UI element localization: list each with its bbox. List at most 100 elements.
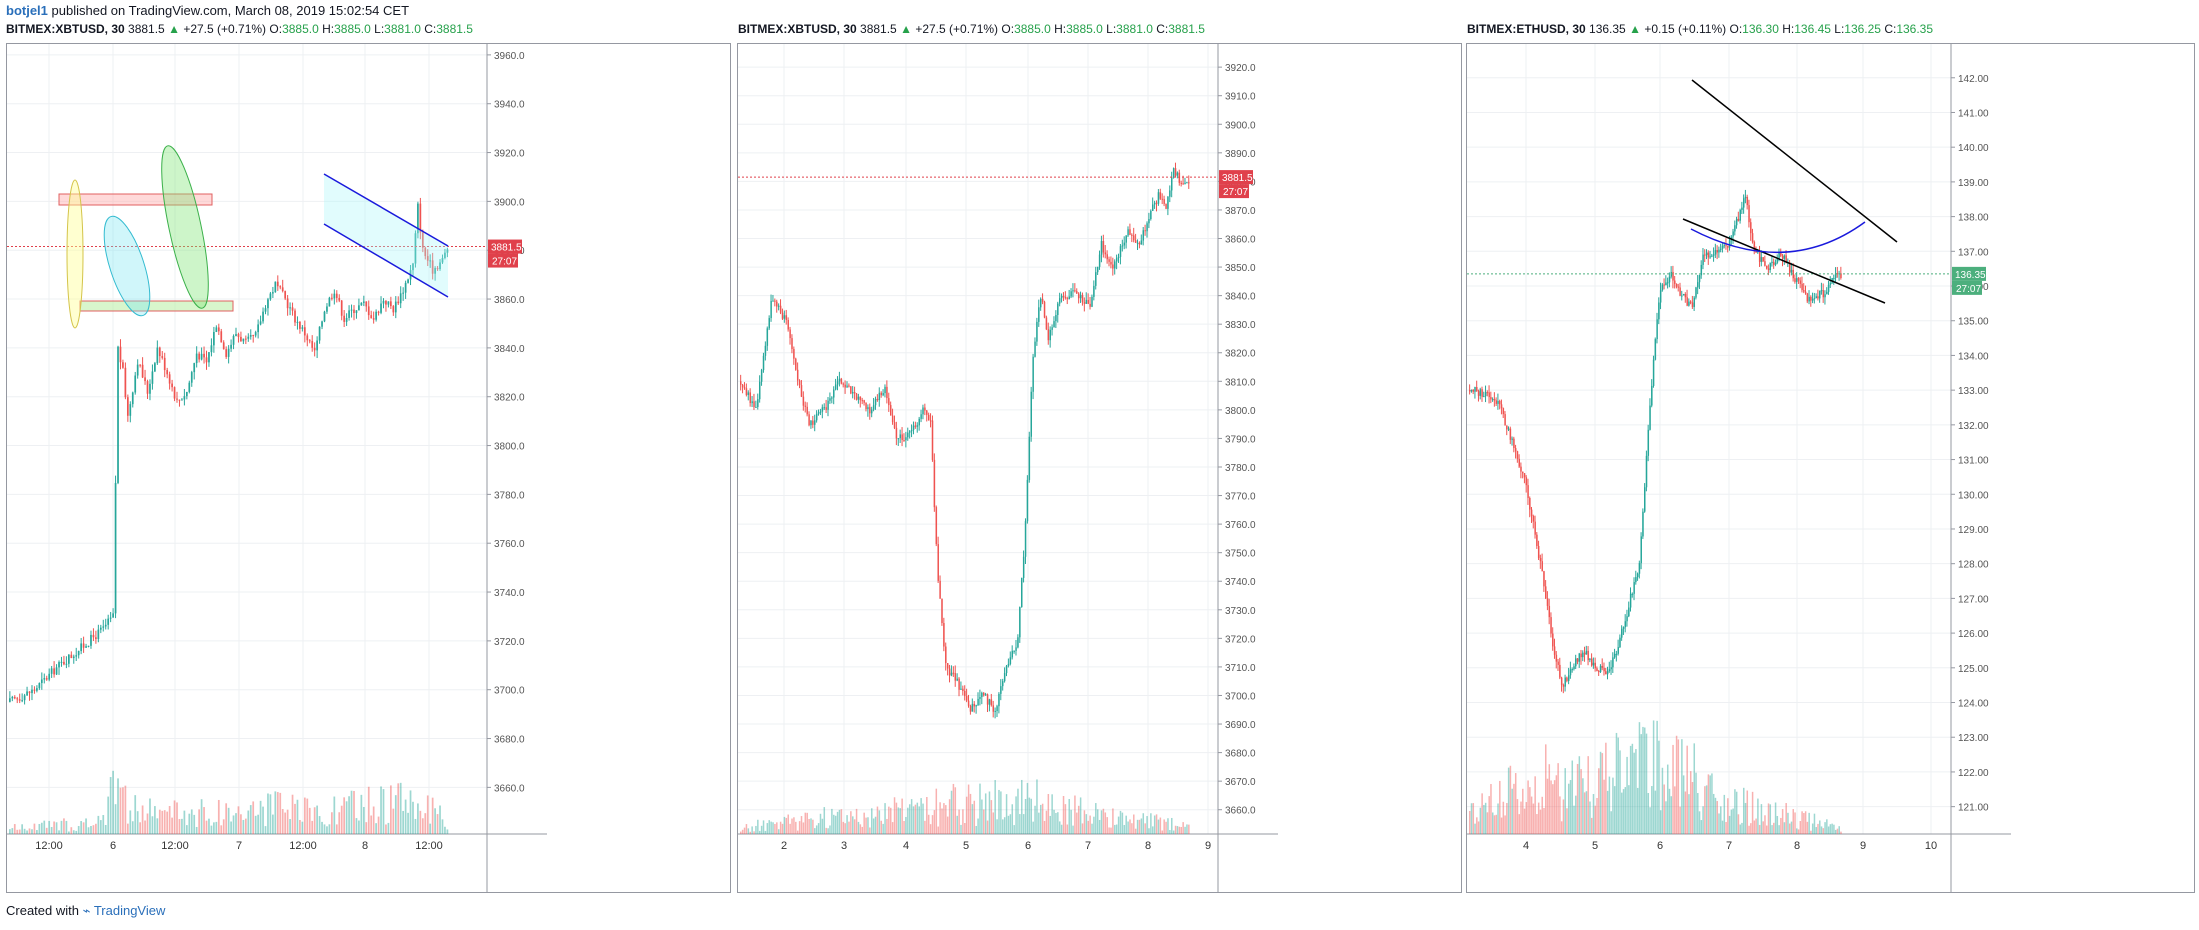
candle-body — [793, 349, 795, 359]
volume-bar — [897, 807, 900, 834]
trendline-upper — [1691, 79, 1898, 243]
volume-bar — [751, 826, 753, 834]
symbol-label[interactable]: BITMEX:XBTUSD, 30 — [6, 22, 125, 36]
volume-bar — [1751, 791, 1754, 834]
candle-body — [1534, 521, 1536, 535]
chart-area[interactable]: 3920.03910.03900.03890.03880.03870.03860… — [737, 43, 1462, 893]
candle-body — [72, 656, 75, 659]
volume-bar — [1110, 827, 1112, 834]
chart-svg[interactable]: 3920.03910.03900.03890.03880.03870.03860… — [738, 44, 1461, 892]
candle-body — [313, 347, 316, 351]
candle-body — [281, 287, 284, 292]
candle-body — [1659, 290, 1662, 303]
volume-bar — [247, 810, 250, 834]
candle-body — [1612, 657, 1614, 668]
candle-body — [1566, 677, 1568, 681]
candle-body — [338, 297, 341, 301]
volume-bar — [1497, 803, 1499, 834]
volume-bar — [350, 790, 353, 834]
channel-fill — [324, 174, 448, 297]
volume-bar — [882, 823, 884, 834]
x-tick-label: 5 — [1592, 840, 1598, 852]
volume-bar — [1576, 763, 1579, 834]
candle-body — [99, 627, 102, 630]
volume-bar — [181, 818, 183, 834]
candle-body — [918, 418, 920, 426]
volume-bar — [1658, 740, 1660, 834]
y-tick-label: 3760.0 — [1225, 520, 1256, 531]
candle-body — [1758, 250, 1761, 262]
x-tick-label: 12:00 — [289, 840, 317, 852]
volume-bar — [1557, 763, 1559, 834]
candle-body — [1114, 261, 1116, 269]
volume-bar — [173, 800, 176, 834]
y-tick-label: 3770.0 — [1225, 492, 1256, 503]
candle-body — [146, 381, 149, 394]
candle-body — [279, 286, 282, 288]
volume-bar — [424, 813, 427, 834]
tradingview-link[interactable]: TradingView — [93, 903, 166, 918]
candle-body — [254, 332, 257, 336]
low-label: L: — [1106, 22, 1117, 36]
volume-bar — [789, 823, 791, 834]
candle-body — [232, 335, 235, 345]
symbol-label[interactable]: BITMEX:XBTUSD, 30 — [738, 22, 857, 36]
volume-bar — [855, 808, 858, 834]
candle-body — [1804, 291, 1807, 294]
y-tick-label: 135.00 — [1958, 317, 1989, 328]
author-link[interactable]: botjel1 — [6, 3, 48, 18]
candle-body — [1514, 448, 1517, 452]
volume-bar — [969, 793, 972, 834]
volume-bar — [1824, 822, 1826, 834]
volume-bar — [404, 799, 407, 834]
grid-lines — [1467, 44, 1951, 834]
volume-bar — [1180, 826, 1183, 834]
volume-bar — [87, 827, 90, 834]
volume-bar — [1783, 822, 1786, 834]
y-tick-label: 3660.0 — [494, 783, 525, 794]
candle-body — [1536, 534, 1538, 546]
candle-body — [878, 392, 881, 401]
chart-area[interactable]: 142.00 141.00 140.00 139.00 138.00 137.00 136.… — [1466, 43, 2195, 893]
volume-bar — [872, 818, 875, 834]
volume-bar — [323, 824, 326, 834]
volume-bar — [1087, 820, 1089, 834]
volume-bar — [1601, 753, 1604, 834]
volume-bar — [294, 803, 296, 834]
chart-svg[interactable]: 142.00 141.00 140.00 139.00 138.00 137.00 136.… — [1467, 44, 2194, 892]
volume-bar — [990, 800, 993, 834]
volume-bar — [119, 787, 122, 834]
candle-body — [861, 400, 864, 402]
chart-area[interactable]: 3960.03940.03920.03900.03880.03860.03840… — [6, 43, 731, 893]
candle-body — [821, 407, 824, 412]
volume-bar — [97, 815, 100, 834]
low-label: L: — [1834, 22, 1845, 36]
volume-bar — [190, 809, 193, 834]
y-tick-label: 3780.0 — [1225, 463, 1256, 474]
candle-body — [1753, 241, 1756, 252]
volume-bar — [112, 770, 114, 834]
candle-body — [833, 389, 835, 398]
volume-bar — [785, 817, 788, 834]
y-tick-label: 133.00 — [1958, 386, 1989, 397]
chart-svg[interactable]: 3960.03940.03920.03900.03880.03860.03840… — [7, 44, 730, 892]
volume-bar — [1585, 791, 1588, 834]
candle-body — [1781, 255, 1784, 259]
candle-body — [964, 691, 966, 697]
volume-bar — [1019, 814, 1021, 834]
volume-bar — [1589, 801, 1591, 834]
volume-bar — [1698, 811, 1701, 834]
volume-bar — [1663, 784, 1665, 834]
volume-bar — [777, 829, 780, 834]
volume-bar — [1085, 814, 1088, 834]
symbol-label[interactable]: BITMEX:ETHUSD, 30 — [1467, 22, 1586, 36]
candle-body — [114, 482, 117, 614]
candle-body — [397, 301, 400, 304]
volume-bar — [31, 829, 33, 834]
candle-body — [387, 301, 390, 305]
volume-bar — [933, 810, 936, 834]
volume-bar — [286, 809, 289, 834]
volume-bar — [850, 811, 852, 834]
volume-bar — [48, 820, 51, 834]
volume-bar — [1840, 831, 1842, 834]
